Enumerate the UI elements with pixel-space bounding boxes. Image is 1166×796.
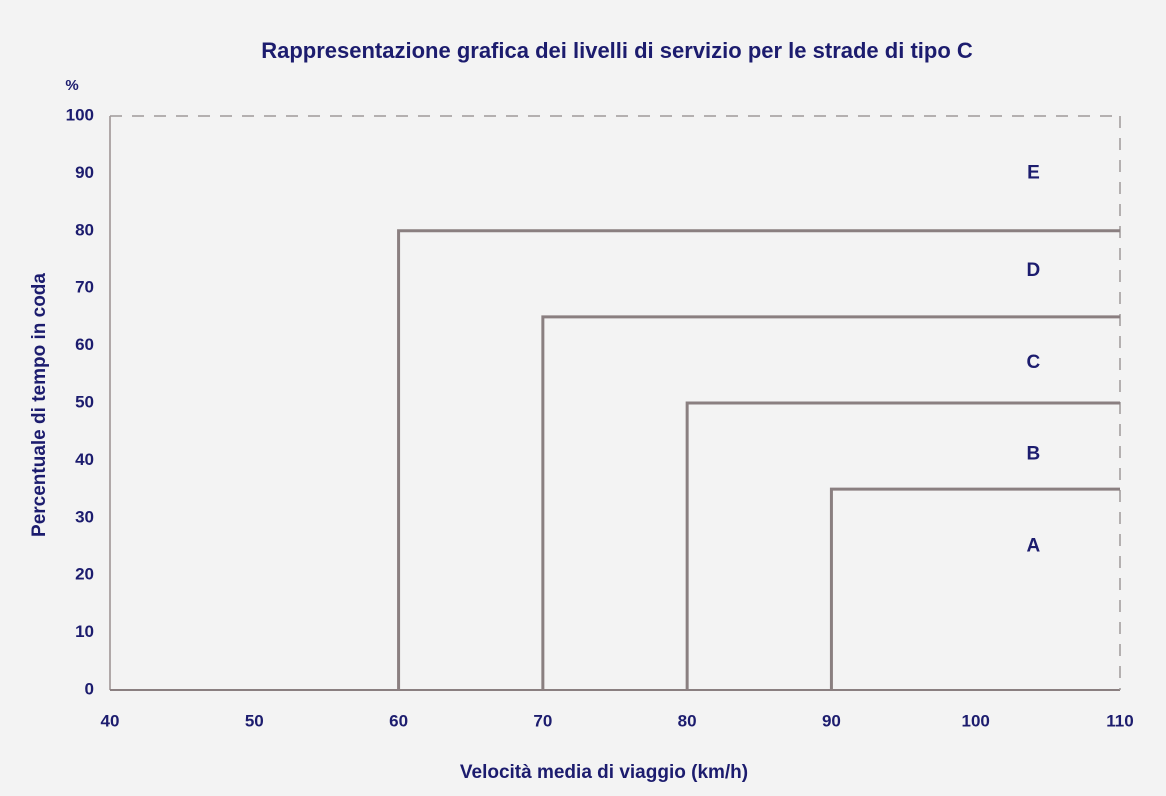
chart-title: Rappresentazione grafica dei livelli di … [261, 38, 973, 63]
x-tick-label: 110 [1106, 711, 1133, 730]
x-tick-label: 90 [822, 711, 841, 730]
y-tick-label: 40 [75, 450, 94, 469]
boundary-line [685, 401, 1120, 690]
boundary-line [397, 229, 1120, 690]
y-tick-label: 80 [75, 220, 94, 239]
y-tick-label: 100 [66, 105, 94, 124]
x-tick-label: 80 [678, 711, 697, 730]
y-tick-label: 70 [75, 278, 94, 297]
y-tick-label: 10 [75, 622, 94, 641]
y-tick-label: 0 [85, 679, 94, 698]
zone-label: B [1027, 444, 1041, 465]
y-unit: % [65, 77, 78, 94]
zone-label: C [1027, 352, 1041, 373]
x-axis-label: Velocità media di viaggio (km/h) [460, 762, 748, 783]
x-tick-label: 50 [245, 711, 264, 730]
boundary-line [541, 315, 1120, 690]
x-tick-label: 70 [533, 711, 552, 730]
zone-label: D [1027, 260, 1041, 281]
y-tick-label: 60 [75, 335, 94, 354]
x-tick-label: 100 [962, 711, 990, 730]
y-tick-label: 30 [75, 507, 94, 526]
y-tick-label: 20 [75, 565, 94, 584]
x-tick-label: 40 [101, 711, 120, 730]
y-tick-label: 90 [75, 163, 94, 182]
zone-label: A [1027, 536, 1041, 557]
y-axis-label: Percentuale di tempo in coda [29, 273, 50, 537]
y-tick-label: 50 [75, 392, 94, 411]
zone-label: E [1027, 162, 1040, 183]
x-tick-label: 60 [389, 711, 408, 730]
boundary-line [829, 487, 1120, 690]
